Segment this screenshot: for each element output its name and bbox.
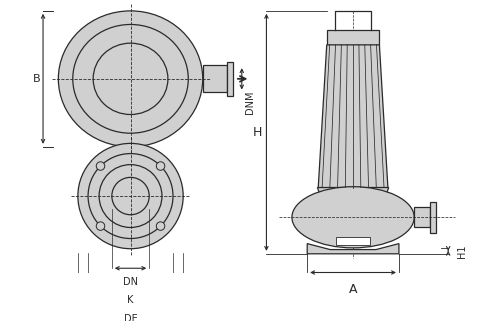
Text: K: K [128,295,134,305]
Bar [326,30,380,45]
Bar [226,62,234,96]
Circle shape [96,162,104,170]
Polygon shape [318,187,388,201]
Text: H: H [253,126,262,139]
Ellipse shape [58,11,203,147]
Circle shape [156,162,165,170]
Bar [336,237,370,245]
Polygon shape [318,45,388,187]
Text: A: A [349,283,358,296]
Text: H1: H1 [456,244,466,257]
Text: DNM: DNM [246,91,256,114]
Text: DN: DN [123,277,138,287]
Bar [414,207,430,228]
Circle shape [78,143,183,249]
Circle shape [156,222,165,230]
Text: DE: DE [124,314,138,321]
Bar [430,202,436,233]
Ellipse shape [292,187,414,248]
Bar [202,65,226,92]
Polygon shape [307,244,399,254]
Circle shape [96,222,104,230]
Text: B: B [32,74,40,84]
